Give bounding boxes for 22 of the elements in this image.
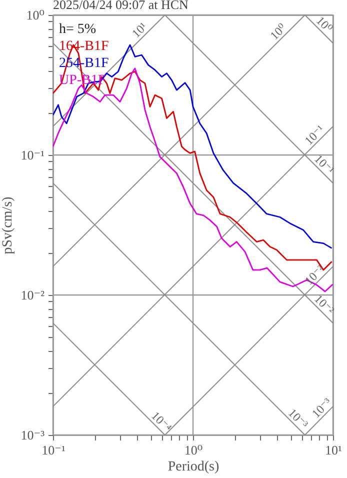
y-tick-label: 10⁻² [20, 288, 45, 302]
y-tick-label: 10⁻³ [20, 428, 45, 442]
x-tick-label: 10⁻¹ [42, 442, 66, 458]
series-label: 164-B1F [59, 39, 109, 54]
x-tick-label: 10¹ [325, 442, 342, 458]
y-tick-label: 10⁰ [26, 8, 44, 22]
annotation: 10⁻¹ [312, 152, 338, 178]
y-tick-label: 10⁻¹ [20, 148, 45, 162]
annotation: 10⁰ [267, 20, 290, 43]
y-axis-title: pSv(cm/s) [0, 196, 16, 254]
chart-title: 2025/04/24 09:07 at HCN [53, 0, 190, 12]
x-axis-title: Period(s) [168, 460, 220, 474]
annotation: 10⁰ [313, 13, 336, 36]
annotation: 10⁻¹ [302, 122, 328, 148]
annotation: h= 5% [59, 22, 96, 37]
annotation: 10¹ [129, 19, 150, 40]
x-tick-label: 10⁰ [184, 442, 203, 458]
annotation: 10⁻³ [308, 394, 335, 421]
annotation: 10⁻² [302, 262, 328, 288]
annotation: 10⁻⁴ [148, 408, 175, 434]
annotation: 10⁻² [312, 292, 338, 318]
annotation: 10⁻³ [285, 406, 312, 432]
